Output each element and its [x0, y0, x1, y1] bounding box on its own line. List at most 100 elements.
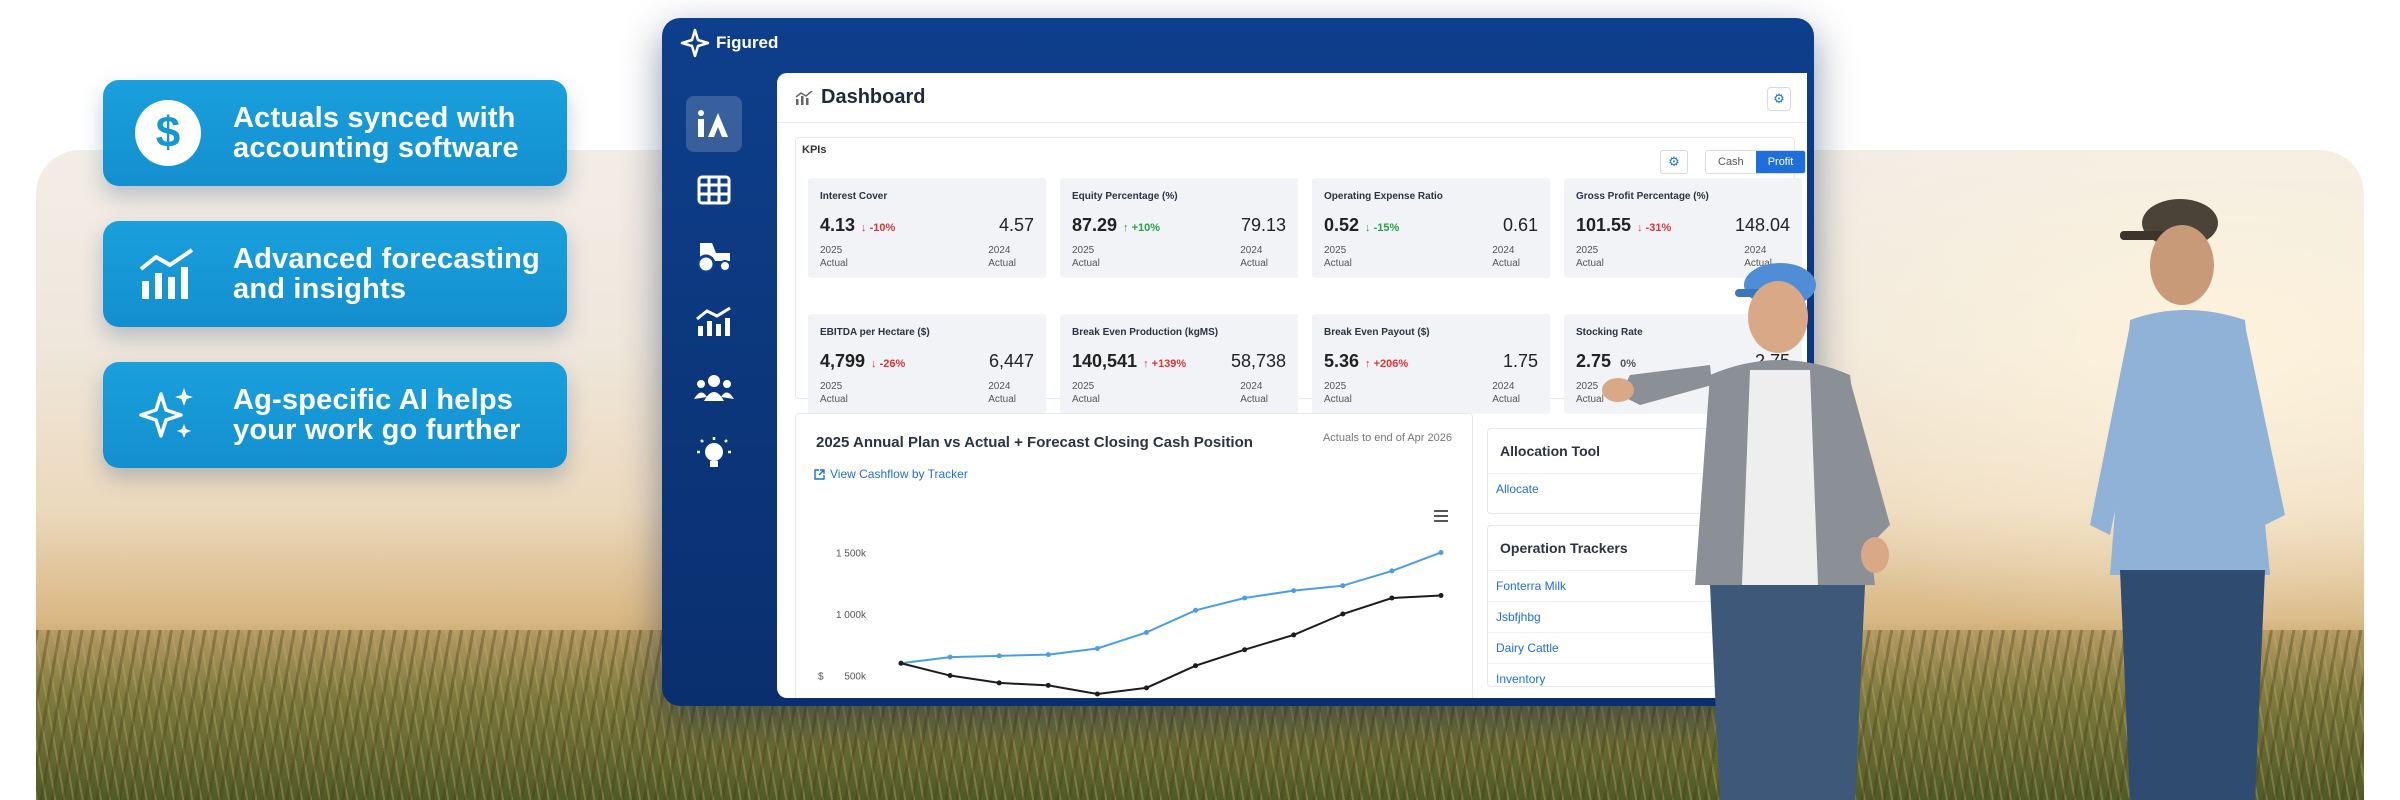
tracker-item[interactable]: Inventory [1488, 663, 1806, 694]
kpi-settings-button[interactable]: ⚙ [1660, 150, 1688, 174]
sidebar [686, 96, 742, 492]
kpi-value: 0.52 ↓ -15% [1324, 215, 1400, 235]
series-point-1[interactable] [898, 660, 904, 666]
allocation-tool-title: Allocation Tool [1500, 443, 1601, 459]
kpi-year-current: 2025 Actual [1576, 245, 1604, 269]
series-point-1[interactable] [1389, 595, 1395, 601]
kpi-name: Gross Profit Percentage (%) [1576, 191, 1709, 202]
series-point-1[interactable] [996, 680, 1002, 686]
kpi-card[interactable]: Interest Cover 4.13 ↓ -10% 4.57 2025 Actual 20… [808, 178, 1046, 278]
kpi-prev-value: 79.13 [1240, 215, 1286, 235]
kpi-value: 101.55 ↓ -31% [1576, 215, 1672, 235]
series-point-0[interactable] [1094, 645, 1100, 651]
cash-profit-toggle[interactable]: Cash Profit [1705, 150, 1807, 174]
series-point-1[interactable] [1193, 663, 1199, 669]
series-point-1[interactable] [1340, 611, 1346, 617]
series-point-1[interactable] [1143, 685, 1149, 691]
operation-trackers-title: Operation Trackers [1500, 540, 1628, 556]
kpi-name: EBITDA per Hectare ($) [820, 327, 930, 338]
chart-note: Actuals to end of Apr 2026 [1322, 432, 1452, 444]
kpi-card[interactable]: Gross Profit Percentage (%) 101.55 ↓ -31% 1… [1564, 178, 1802, 278]
kpi-card[interactable]: EBITDA per Hectare ($) 4,799 ↓ -26% 6,447 20… [808, 314, 1046, 414]
sidebar-item-analytics[interactable] [686, 294, 742, 350]
kpi-prev-value: 0.61 [1502, 215, 1538, 235]
kpi-value: 5.36 ↑ +206% [1324, 351, 1409, 371]
kpi-change: ↑ +139% [1143, 358, 1187, 370]
dashboard-settings-button[interactable]: ⚙ [1767, 87, 1791, 111]
tractor-icon [696, 243, 731, 273]
kpi-panel-label: KPIs [802, 144, 827, 156]
chart-title: 2025 Annual Plan vs Actual + Forecast Cl… [816, 434, 1253, 451]
y-tick-label: 500k [844, 672, 867, 683]
gear-icon: ⚙ [1668, 154, 1680, 169]
kpi-card[interactable]: Break Even Production (kgMS) 140,541 ↑ +13… [1060, 314, 1298, 414]
kpi-change: ↓ -26% [871, 358, 906, 370]
kpi-card[interactable]: Operating Expense Ratio 0.52 ↓ -15% 0.61 202… [1312, 178, 1550, 278]
series-point-0[interactable] [1143, 629, 1149, 635]
feature-line: and insights [233, 273, 407, 305]
table-icon [697, 175, 731, 205]
page-title: Dashboard [821, 86, 926, 108]
series-point-1[interactable] [1045, 682, 1051, 688]
brand-logo[interactable]: Figured [680, 28, 778, 58]
sidebar-item-table[interactable] [686, 162, 742, 218]
view-cashflow-label: View Cashflow by Tracker [830, 467, 968, 481]
tracker-item[interactable]: Dairy Cattle [1488, 632, 1806, 663]
kpi-year-current: 2025 Actual [820, 245, 848, 269]
chart-menu-icon[interactable] [1434, 510, 1448, 522]
figured-star-icon [680, 28, 710, 58]
kpi-year-current: 2025 Actual [1072, 381, 1100, 405]
tracker-item[interactable]: Fonterra Milk [1488, 570, 1806, 601]
kpi-card[interactable]: Equity Percentage (%) 87.29 ↑ +10% 79.13 202… [1060, 178, 1298, 278]
tracker-item[interactable]: Jsbfjhbg [1488, 601, 1806, 632]
sidebar-item-farm[interactable] [686, 228, 742, 284]
series-point-0[interactable] [996, 653, 1002, 659]
toggle-profit[interactable]: Profit [1755, 151, 1806, 173]
series-line-0 [900, 551, 1442, 665]
feature-line: accounting software [233, 132, 519, 164]
feature-line: Actuals synced with [233, 102, 516, 134]
kpi-prev-value: 148.04 [1734, 215, 1790, 235]
team-icon [694, 375, 734, 401]
gear-icon: ⚙ [1773, 91, 1785, 106]
kpi-change: ↓ -15% [1365, 222, 1400, 234]
sidebar-item-team[interactable] [686, 360, 742, 416]
series-point-1[interactable] [1242, 647, 1248, 653]
series-point-0[interactable] [1045, 652, 1051, 658]
series-point-1[interactable] [1291, 632, 1297, 638]
kpi-name: Break Even Payout ($) [1324, 327, 1430, 338]
toggle-cash[interactable]: Cash [1718, 156, 1744, 168]
kpi-value: 4.13 ↓ -10% [820, 215, 896, 235]
series-point-1[interactable] [1094, 691, 1100, 697]
series-point-1[interactable] [1438, 593, 1444, 599]
series-point-0[interactable] [1389, 568, 1395, 574]
sidebar-item-insights[interactable] [686, 426, 742, 482]
kpi-change: ↓ -31% [1637, 222, 1672, 234]
series-point-0[interactable] [1291, 588, 1297, 594]
series-point-0[interactable] [947, 654, 953, 660]
kpi-value: 4,799 ↓ -26% [820, 351, 906, 371]
sidebar-item-home[interactable] [686, 96, 742, 152]
kpi-prev-value: 6,447 [988, 351, 1034, 371]
kpi-year-current: 2025 Actual [1324, 381, 1352, 405]
kpi-change: 0% [1620, 358, 1637, 370]
sparkles-icon [103, 362, 233, 468]
series-point-0[interactable] [1193, 607, 1199, 613]
kpi-name: Break Even Production (kgMS) [1072, 327, 1219, 338]
series-point-0[interactable] [1340, 583, 1346, 589]
feature-card-accounting: $ Actuals synced with accounting softwar… [103, 80, 567, 186]
series-point-0[interactable] [1438, 549, 1444, 555]
dollar-icon: $ [103, 80, 233, 186]
view-cashflow-link[interactable]: View Cashflow by Tracker [814, 467, 968, 481]
kpi-card[interactable]: Break Even Payout ($) 5.36 ↑ +206% 1.75 2025… [1312, 314, 1550, 414]
series-point-0[interactable] [1242, 595, 1248, 601]
chart-icon [103, 221, 233, 327]
series-point-1[interactable] [947, 673, 953, 679]
allocate-link[interactable]: Allocate [1488, 473, 1806, 504]
